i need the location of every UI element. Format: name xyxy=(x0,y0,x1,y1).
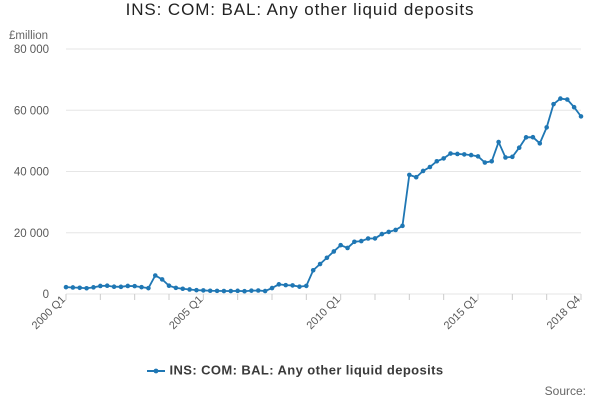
svg-text:40 000: 40 000 xyxy=(14,167,49,179)
svg-text:0: 0 xyxy=(43,289,49,301)
svg-text:60 000: 60 000 xyxy=(14,105,49,117)
svg-text:80 000: 80 000 xyxy=(14,44,49,56)
svg-text:2005 Q1: 2005 Q1 xyxy=(167,294,205,332)
svg-text:20 000: 20 000 xyxy=(14,228,49,240)
svg-text:2015 Q1: 2015 Q1 xyxy=(442,294,480,332)
svg-text:2010 Q1: 2010 Q1 xyxy=(304,294,342,332)
svg-text:2018 Q4: 2018 Q4 xyxy=(545,294,583,332)
